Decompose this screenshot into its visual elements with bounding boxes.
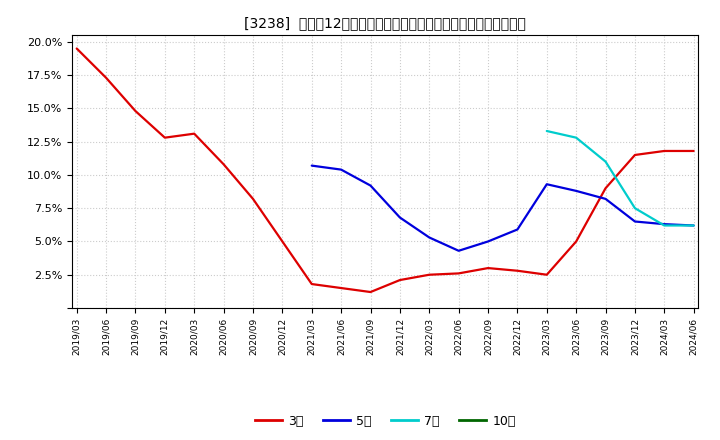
- 3年: [307, 282, 316, 287]
- 7年: [601, 159, 610, 164]
- 3年: [484, 265, 492, 271]
- 3年: [660, 148, 669, 154]
- 5年: [513, 227, 522, 232]
- 3年: [102, 75, 110, 81]
- 5年: [307, 163, 316, 168]
- 5年: [572, 188, 580, 194]
- 5年: [366, 183, 375, 188]
- 3年: [572, 239, 580, 244]
- 7年: [660, 223, 669, 228]
- Line: 3年: 3年: [77, 48, 693, 292]
- 3年: [454, 271, 463, 276]
- 5年: [689, 223, 698, 228]
- 3年: [278, 239, 287, 244]
- 5年: [337, 167, 346, 172]
- 5年: [660, 221, 669, 227]
- 3年: [601, 186, 610, 191]
- 3年: [542, 272, 551, 277]
- 3年: [513, 268, 522, 273]
- 7年: [572, 135, 580, 140]
- 5年: [542, 182, 551, 187]
- 5年: [454, 248, 463, 253]
- 3年: [73, 46, 81, 51]
- Line: 5年: 5年: [312, 165, 693, 251]
- 5年: [601, 196, 610, 202]
- 3年: [190, 131, 199, 136]
- Title: [3238]  売上高12か月移動合計の対前年同期増減率の平均値の推移: [3238] 売上高12か月移動合計の対前年同期増減率の平均値の推移: [244, 16, 526, 30]
- 3年: [631, 152, 639, 158]
- 7年: [542, 128, 551, 134]
- Legend: 3年, 5年, 7年, 10年: 3年, 5年, 7年, 10年: [250, 410, 521, 433]
- 3年: [161, 135, 169, 140]
- 5年: [425, 235, 433, 240]
- 3年: [131, 108, 140, 114]
- Line: 7年: 7年: [546, 131, 693, 225]
- 7年: [631, 205, 639, 211]
- 7年: [689, 223, 698, 228]
- 3年: [220, 161, 228, 167]
- 3年: [395, 277, 404, 282]
- 3年: [337, 286, 346, 291]
- 3年: [689, 148, 698, 154]
- 5年: [395, 215, 404, 220]
- 5年: [484, 239, 492, 244]
- 5年: [631, 219, 639, 224]
- 3年: [366, 290, 375, 295]
- 3年: [248, 196, 257, 202]
- 3年: [425, 272, 433, 277]
